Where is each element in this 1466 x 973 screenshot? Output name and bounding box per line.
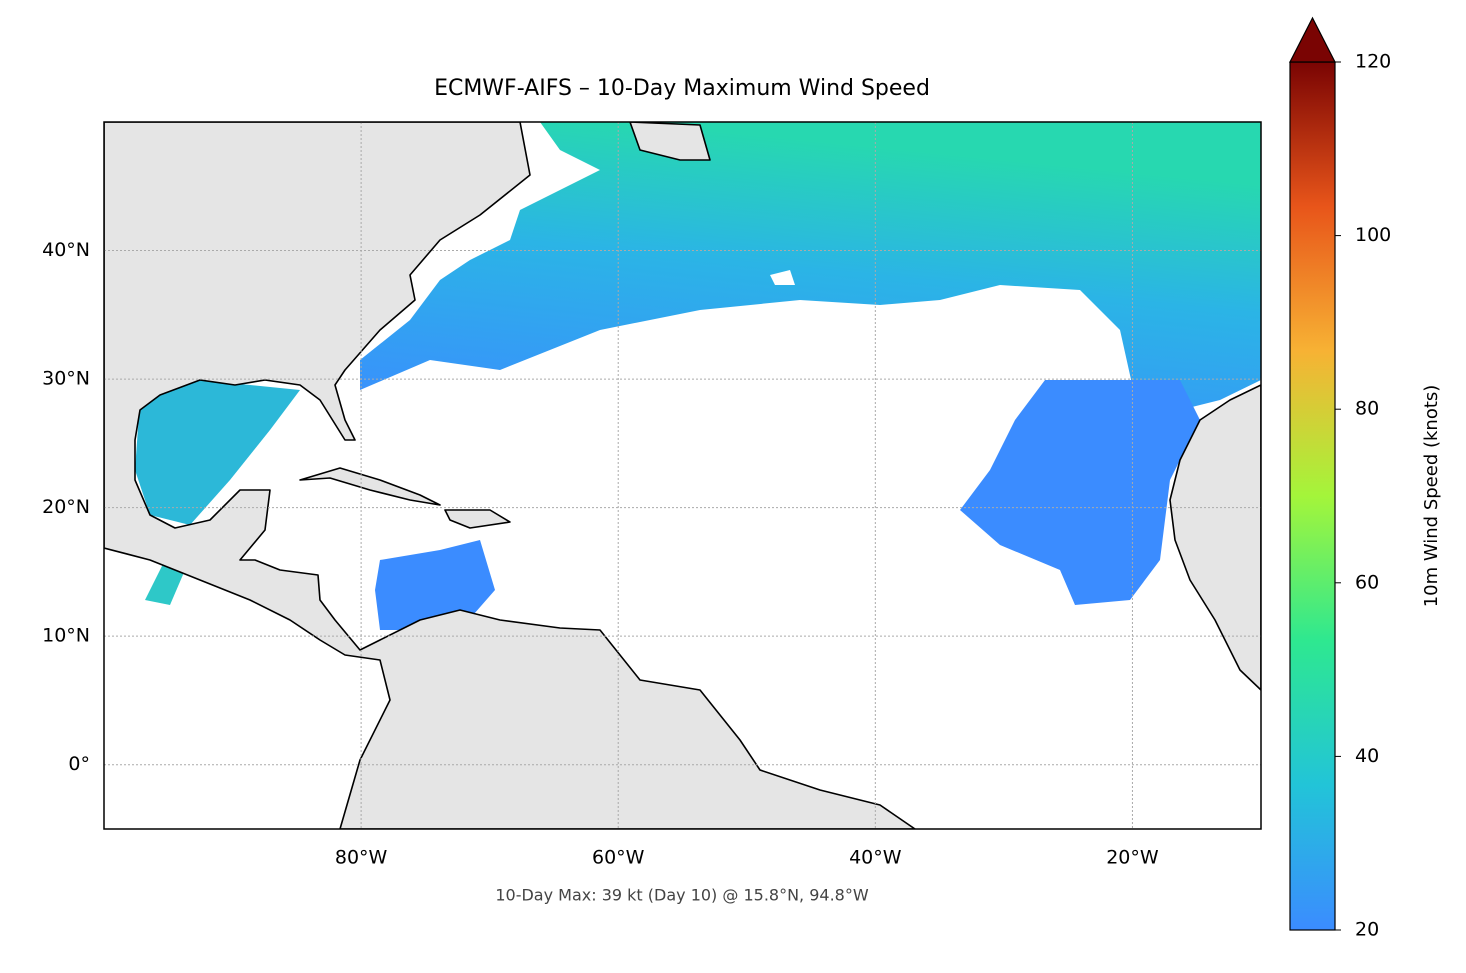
wind-areas: [135, 122, 1261, 630]
y-tick-label: 20°N: [42, 496, 90, 518]
wind-area: [135, 380, 300, 525]
wind-area: [145, 560, 185, 605]
x-tick-label: 20°W: [1106, 847, 1159, 869]
annotation: 10-Day Max: 39 kt (Day 10) @ 15.8°N, 94.…: [495, 886, 869, 905]
colorbar-tick-label: 60: [1355, 571, 1379, 593]
wind-area: [360, 122, 1261, 420]
calm-area: [770, 270, 795, 285]
map-title: ECMWF-AIFS – 10-Day Maximum Wind Speed: [434, 76, 930, 101]
map-frame: [103, 121, 1262, 830]
x-tick-label: 80°W: [335, 847, 388, 869]
colorbar-tick-label: 20: [1355, 919, 1379, 941]
hispaniola: [444, 509, 511, 529]
wind-area: [960, 380, 1200, 605]
y-tick-label: 0°: [68, 753, 90, 775]
colorbar-tick-label: 40: [1355, 745, 1379, 767]
americas: [104, 122, 916, 829]
x-tick-label: 60°W: [592, 847, 645, 869]
land: [104, 122, 1261, 829]
colorbar: [1289, 61, 1336, 931]
colorbar-tick-label: 80: [1355, 398, 1379, 420]
y-tick-label: 40°N: [42, 239, 90, 261]
cuba: [299, 467, 441, 506]
y-tick-label: 30°N: [42, 368, 90, 390]
y-tick-label: 10°N: [42, 625, 90, 647]
wind-area: [375, 540, 495, 630]
colorbar-label: 10m Wind Speed (knots): [1421, 385, 1442, 608]
colorbar-tick-label: 100: [1355, 224, 1391, 246]
map-area: [104, 122, 1261, 829]
newfoundland: [629, 122, 711, 161]
africa: [1169, 384, 1261, 691]
colorbar-tick-label: 120: [1355, 51, 1391, 73]
grid: [104, 122, 1261, 829]
x-tick-label: 40°W: [849, 847, 902, 869]
colorbar-extend: [1289, 16, 1336, 63]
